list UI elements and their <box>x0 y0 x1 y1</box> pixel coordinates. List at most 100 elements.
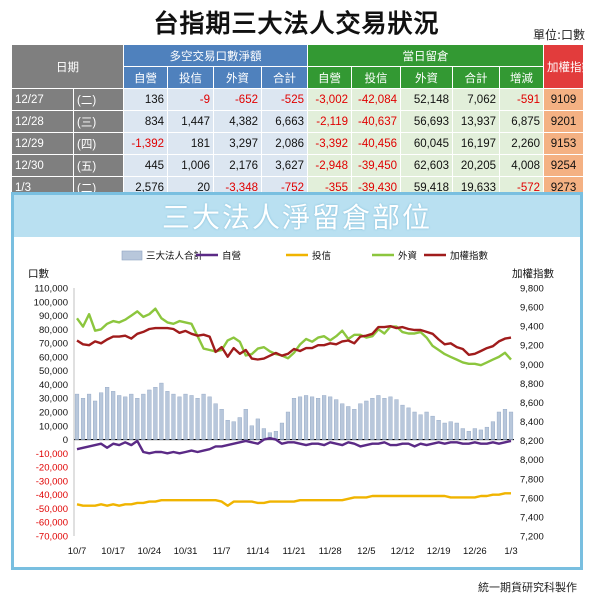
total-bar <box>472 428 477 440</box>
open-interest-header: 當日留倉 <box>306 44 545 67</box>
total-bar <box>340 403 345 440</box>
net-col-header: 外資 <box>213 66 262 89</box>
oi-col-header: 自營 <box>307 66 352 89</box>
total-bar <box>388 396 393 440</box>
total-bar <box>86 393 92 440</box>
total-bar <box>237 417 242 440</box>
oi-col-header: 外資 <box>400 66 453 89</box>
net-cell: -1,392 <box>123 132 168 155</box>
total-bar <box>376 395 381 440</box>
right-tick-label: 9,800 <box>520 284 544 295</box>
total-bar <box>285 411 291 440</box>
total-bar <box>255 418 260 440</box>
right-tick-label: 7,200 <box>520 532 544 543</box>
net-cell: 4,382 <box>213 110 262 133</box>
total-bar <box>129 393 134 440</box>
legend-label: 投信 <box>312 250 331 262</box>
total-bar <box>111 391 116 440</box>
total-bar <box>141 393 146 440</box>
oi-cell: -3,392 <box>307 132 352 155</box>
total-bar <box>400 404 405 440</box>
total-bar <box>213 403 218 440</box>
legend-label: 加權指數 <box>450 250 489 262</box>
total-bar <box>105 386 110 440</box>
chart-title: 三大法人淨留倉部位 <box>161 201 432 234</box>
total-bar <box>436 420 441 440</box>
index-line <box>76 324 512 361</box>
left-tick-label: 70,000 <box>39 339 68 350</box>
x-tick-label: 10/31 <box>174 546 198 557</box>
total-bar <box>117 395 122 440</box>
total-bar <box>418 414 423 440</box>
unit-label: 單位:口數 <box>532 28 585 42</box>
left-tick-label: -60,000 <box>36 518 68 529</box>
oi-cell: -40,637 <box>351 110 401 133</box>
right-tick-label: 8,800 <box>520 379 544 390</box>
total-bar <box>243 409 248 440</box>
oi-cell: -2,948 <box>307 154 352 177</box>
total-bar <box>328 396 333 440</box>
oi-cell: 13,937 <box>452 110 500 133</box>
total-bar <box>261 428 266 440</box>
right-tick-label: 7,600 <box>520 493 544 504</box>
total-bar <box>171 393 176 440</box>
total-bar <box>358 403 363 440</box>
oi-col-header: 合計 <box>452 66 500 89</box>
net-cell: 1,006 <box>167 154 214 177</box>
right-tick-label: 7,400 <box>520 512 544 523</box>
net-cell: 136 <box>123 88 168 111</box>
oi-cell: 4,008 <box>498 154 545 177</box>
oi-cell: 20,205 <box>452 154 500 177</box>
oi-cell: -39,450 <box>351 154 401 177</box>
oi-cell: 6,875 <box>498 110 545 133</box>
left-tick-label: 100,000 <box>34 297 68 308</box>
total-bar <box>322 395 327 440</box>
net-cell: 6,663 <box>261 110 308 133</box>
left-tick-label: -20,000 <box>36 463 68 474</box>
right-tick-label: 8,600 <box>520 398 544 409</box>
total-bar <box>99 392 104 440</box>
dealer-line <box>76 436 512 455</box>
total-bar <box>496 411 502 440</box>
total-bar <box>219 409 224 440</box>
total-bar <box>189 395 194 440</box>
total-bar <box>484 426 489 440</box>
date-header: 日期 <box>11 44 124 89</box>
net-position-chart: 110,000 100,000 90,000 80,000 70,000 60,000 50… <box>28 250 554 557</box>
total-bar <box>406 407 411 440</box>
x-tick-label: 1/3 <box>504 546 517 557</box>
row-date: 12/30 <box>11 154 74 177</box>
net-col-header: 自營 <box>123 66 168 89</box>
net-volume-header: 多空交易口數淨額 <box>123 44 308 67</box>
net-cell: 3,297 <box>213 132 262 155</box>
oi-cell: 2,260 <box>498 132 545 155</box>
net-col-header: 合計 <box>261 66 308 89</box>
net-cell: -525 <box>261 88 308 111</box>
footer-credit: 統一期貨研究科製作 <box>478 581 577 594</box>
index-cell: 9254 <box>543 154 585 177</box>
row-date: 12/28 <box>11 110 74 133</box>
x-tick-label: 12/12 <box>391 546 415 557</box>
x-tick-label: 10/17 <box>101 546 125 557</box>
total-bar <box>412 411 417 440</box>
total-bar <box>454 422 459 440</box>
oi-cell: -42,084 <box>351 88 401 111</box>
total-bar <box>195 398 200 440</box>
total-bar <box>231 421 236 440</box>
oi-cell: 52,148 <box>400 88 453 111</box>
index-cell: 9109 <box>543 88 585 111</box>
total-bar <box>316 398 321 440</box>
total-bar <box>135 398 140 440</box>
left-tick-label: 0 <box>63 435 68 446</box>
x-tick-label: 11/7 <box>213 546 231 557</box>
table-row: 12/28 (三) 834 1,447 4,382 6,663 -2,119 -40,637 5… <box>11 110 585 133</box>
total-bar <box>442 422 447 440</box>
oi-cell: -3,002 <box>307 88 352 111</box>
total-bar <box>93 400 98 440</box>
x-tick-label: 10/24 <box>137 546 161 557</box>
net-cell: 1,447 <box>167 110 214 133</box>
foreign-line <box>76 307 512 367</box>
net-col-header: 投信 <box>167 66 214 89</box>
row-weekday: (二) <box>73 88 124 111</box>
total-bar <box>310 396 315 440</box>
